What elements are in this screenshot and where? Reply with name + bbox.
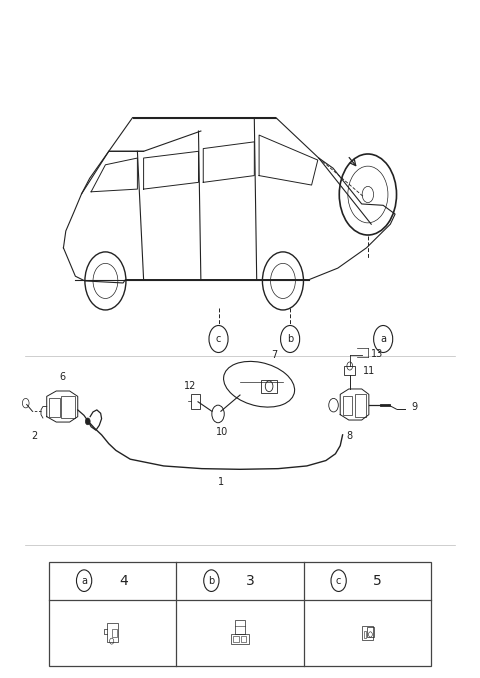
Text: 2: 2 bbox=[32, 431, 38, 441]
Text: 9: 9 bbox=[411, 401, 417, 412]
Bar bbox=[343, 396, 352, 415]
Bar bbox=[61, 397, 75, 418]
Bar bbox=[108, 622, 118, 642]
Text: c: c bbox=[336, 576, 341, 586]
Bar bbox=[367, 627, 373, 637]
Text: 12: 12 bbox=[184, 381, 196, 391]
Bar bbox=[49, 398, 60, 417]
Bar bbox=[262, 380, 277, 393]
Bar bbox=[235, 620, 245, 634]
Bar bbox=[231, 634, 249, 643]
Text: c: c bbox=[216, 334, 221, 344]
Bar bbox=[49, 562, 431, 666]
Circle shape bbox=[85, 418, 90, 424]
Text: b: b bbox=[287, 334, 293, 344]
Bar bbox=[344, 366, 356, 376]
Text: 11: 11 bbox=[363, 365, 375, 376]
Text: 1: 1 bbox=[218, 477, 224, 487]
Text: 10: 10 bbox=[216, 426, 228, 437]
Bar bbox=[362, 626, 372, 641]
Bar bbox=[355, 395, 366, 418]
Text: 13: 13 bbox=[372, 349, 384, 359]
Bar bbox=[112, 629, 117, 637]
Text: 8: 8 bbox=[347, 431, 353, 441]
Text: 5: 5 bbox=[373, 574, 382, 588]
Text: a: a bbox=[81, 576, 87, 586]
Bar bbox=[233, 636, 239, 642]
Text: a: a bbox=[380, 334, 386, 344]
Text: 4: 4 bbox=[119, 574, 128, 588]
Bar bbox=[240, 636, 246, 642]
Text: 6: 6 bbox=[59, 372, 65, 382]
Text: 7: 7 bbox=[271, 350, 277, 359]
Bar bbox=[363, 631, 366, 638]
Bar bbox=[192, 394, 200, 409]
Text: 3: 3 bbox=[246, 574, 255, 588]
Text: b: b bbox=[208, 576, 215, 586]
